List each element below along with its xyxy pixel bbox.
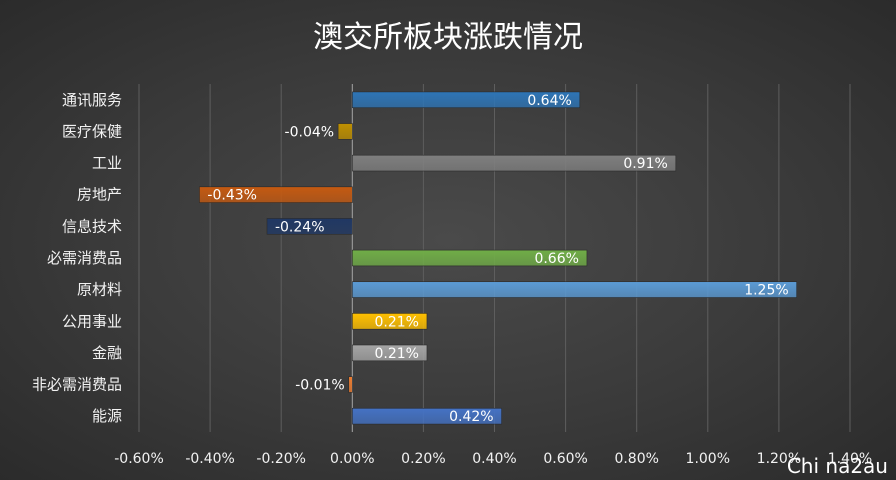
category-label: 公用事业 (62, 312, 122, 330)
category-label: 金融 (92, 344, 122, 362)
x-tick-label: 1.40% (828, 451, 872, 467)
category-label: 房地产 (77, 186, 122, 204)
x-tick-label: 0.20% (401, 451, 445, 467)
data-label: 0.66% (534, 251, 578, 267)
x-tick-label: 0.80% (614, 451, 658, 467)
data-label: -0.04% (285, 124, 335, 140)
x-axis-tick-labels: -0.60% -0.40% -0.20% 0.00% 0.20% 0.40% 0.60% 0.… (114, 451, 872, 467)
data-label: -0.24% (275, 219, 325, 235)
bar (351, 344, 428, 362)
category-label: 能源 (92, 407, 122, 425)
x-tick-label: 0.60% (543, 451, 587, 467)
data-label: -0.43% (207, 188, 257, 204)
category-label: 通讯服务 (62, 91, 122, 109)
data-label: 0.42% (449, 409, 493, 425)
x-tick-label: 1.00% (686, 451, 730, 467)
bars-layer (199, 91, 797, 425)
x-tick-label: -0.20% (256, 451, 306, 467)
bar (351, 91, 581, 109)
bar (266, 218, 353, 235)
category-label: 信息技术 (62, 217, 122, 235)
chart-title: 澳交所板块涨跌情况 (313, 20, 583, 55)
category-label: 医疗保健 (62, 122, 122, 140)
bar (351, 249, 588, 267)
data-label: 1.25% (744, 283, 788, 299)
x-tick-label: 1.20% (757, 451, 801, 467)
x-tick-label: -0.60% (114, 451, 164, 467)
data-label: 0.64% (527, 93, 571, 109)
bar (351, 281, 797, 298)
bar (348, 376, 353, 393)
category-label: 非必需消费品 (32, 376, 122, 394)
data-label: 0.91% (623, 156, 667, 172)
data-labels: 0.64% -0.04% 0.91% -0.43% -0.24% 0.66% 1.25% 0.… (207, 93, 788, 425)
bar (351, 154, 677, 172)
watermark: Chi na2au (786, 454, 888, 478)
data-label: 0.21% (374, 346, 418, 362)
bar (351, 407, 502, 425)
bar (351, 313, 428, 330)
x-tick-label: 0.40% (472, 451, 516, 467)
data-label: -0.01% (295, 378, 345, 394)
data-label: 0.21% (374, 314, 418, 330)
x-tick-label: 0.00% (330, 451, 374, 467)
bar (199, 186, 353, 203)
category-label: 工业 (92, 154, 122, 172)
x-tick-label: -0.40% (185, 451, 235, 467)
category-label: 原材料 (77, 281, 122, 299)
bar (337, 123, 353, 140)
category-label: 必需消费品 (47, 249, 122, 267)
